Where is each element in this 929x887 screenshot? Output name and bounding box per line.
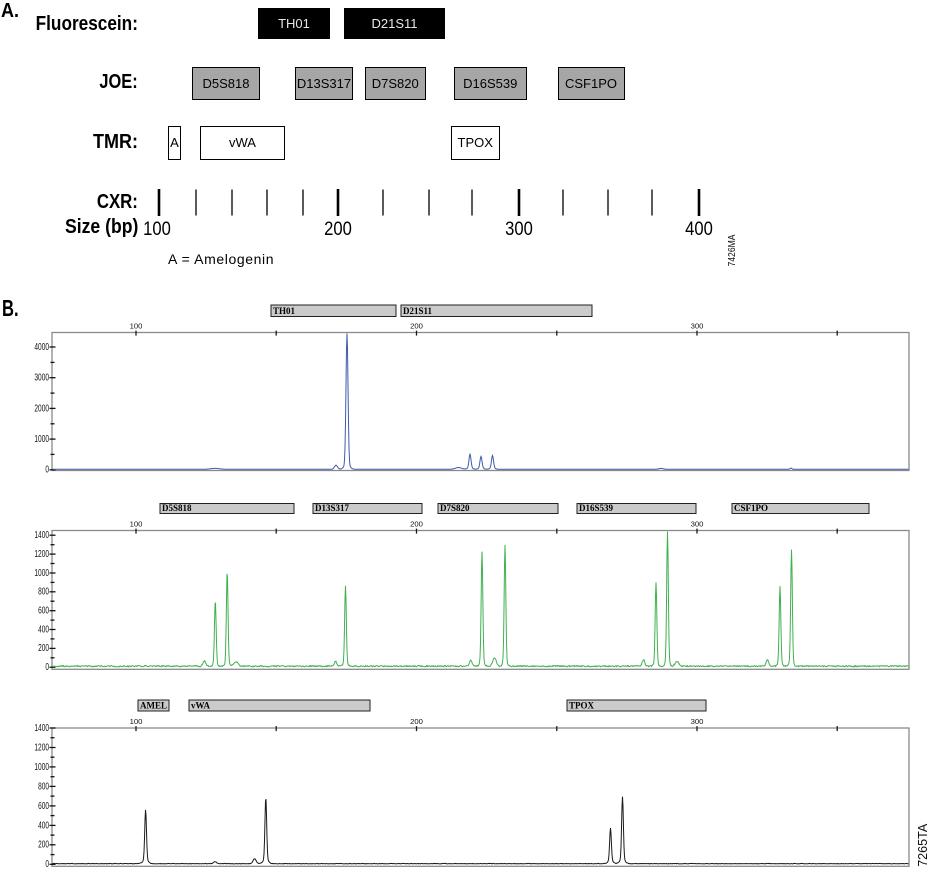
- svg-text:400: 400: [38, 624, 49, 635]
- svg-text:600: 600: [38, 606, 49, 617]
- svg-text:200: 200: [410, 519, 423, 528]
- svg-text:2000: 2000: [34, 403, 49, 414]
- svg-text:1200: 1200: [34, 549, 49, 560]
- svg-text:7265TA: 7265TA: [915, 823, 929, 866]
- svg-text:200: 200: [410, 321, 423, 330]
- svg-text:100: 100: [130, 519, 143, 528]
- svg-text:vWA: vWA: [191, 701, 211, 711]
- svg-text:300: 300: [691, 321, 704, 330]
- svg-text:7426MA: 7426MA: [727, 234, 738, 266]
- svg-text:1000: 1000: [34, 568, 49, 579]
- svg-text:1000: 1000: [34, 762, 49, 773]
- svg-text:TH01: TH01: [273, 306, 296, 316]
- svg-text:0: 0: [45, 465, 49, 476]
- svg-text:3000: 3000: [34, 373, 49, 384]
- svg-text:800: 800: [38, 587, 49, 598]
- svg-text:D5S818: D5S818: [162, 503, 192, 513]
- svg-text:200: 200: [410, 717, 423, 726]
- svg-text:TPOX: TPOX: [569, 701, 595, 711]
- svg-text:400: 400: [38, 820, 49, 831]
- svg-text:D7S820: D7S820: [440, 503, 470, 513]
- svg-text:1000: 1000: [34, 434, 49, 445]
- svg-text:1400: 1400: [34, 530, 49, 541]
- svg-text:800: 800: [38, 781, 49, 792]
- svg-text:0: 0: [45, 662, 49, 673]
- svg-text:100: 100: [130, 321, 143, 330]
- svg-text:1200: 1200: [34, 742, 49, 753]
- svg-text:4000: 4000: [34, 342, 49, 353]
- svg-text:0: 0: [45, 859, 49, 870]
- svg-text:200: 200: [38, 840, 49, 851]
- svg-text:D21S11: D21S11: [403, 306, 433, 316]
- svg-text:200: 200: [38, 643, 49, 654]
- svg-text:AMEL: AMEL: [140, 701, 167, 711]
- svg-text:D13S317: D13S317: [315, 503, 350, 513]
- svg-text:300: 300: [691, 519, 704, 528]
- svg-text:600: 600: [38, 801, 49, 812]
- svg-text:CSF1PO: CSF1PO: [734, 503, 768, 513]
- svg-text:300: 300: [691, 717, 704, 726]
- svg-text:100: 100: [130, 717, 143, 726]
- svg-text:1400: 1400: [34, 723, 49, 734]
- svg-text:D16S539: D16S539: [579, 503, 614, 513]
